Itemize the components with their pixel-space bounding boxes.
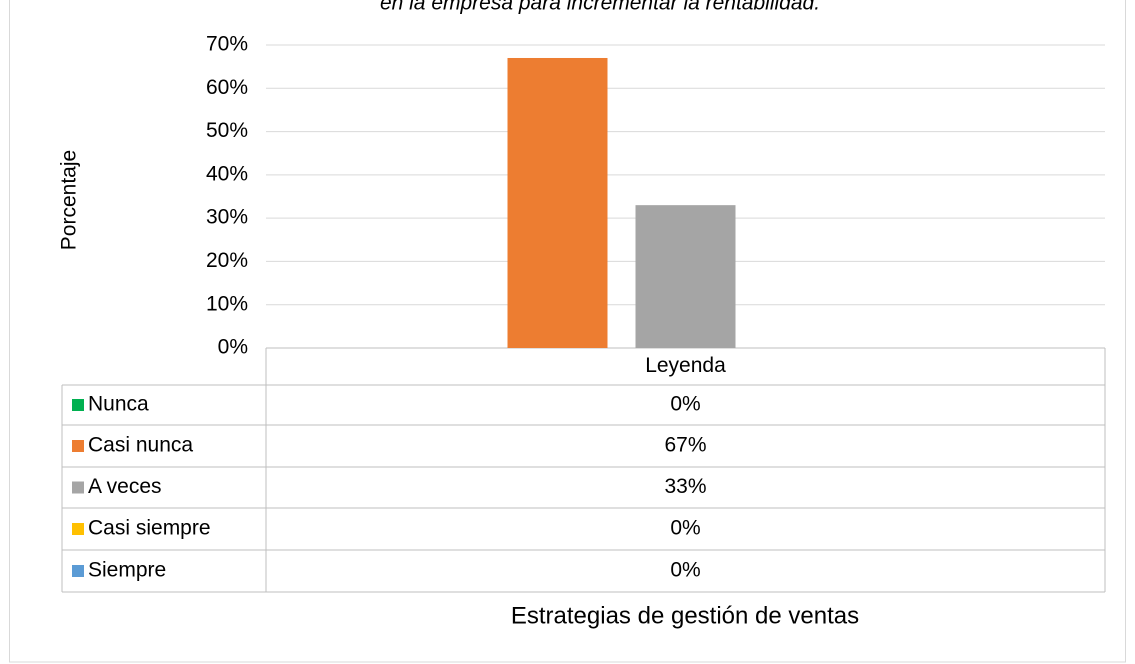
y-tick-label: 70%: [206, 33, 248, 56]
x-tick-label: Leyenda: [645, 354, 726, 377]
legend-label: A veces: [88, 475, 162, 498]
y-tick-label: 50%: [206, 119, 248, 142]
data-label: 33%: [664, 475, 706, 498]
legend-swatch: [72, 481, 84, 494]
y-tick-label: 0%: [218, 336, 248, 359]
legend-swatch: [72, 565, 84, 577]
bar: [507, 57, 608, 348]
data-label: 0%: [670, 517, 700, 540]
y-tick-label: 20%: [206, 249, 248, 272]
y-tick-label: 60%: [206, 76, 248, 99]
bar: [635, 205, 736, 348]
y-tick-label: 30%: [206, 206, 248, 229]
legend-label: Casi siempre: [88, 517, 211, 540]
data-label: 0%: [670, 393, 700, 416]
data-label: 0%: [670, 559, 700, 582]
legend-swatch: [72, 523, 84, 535]
legend-label: Siempre: [88, 559, 166, 582]
x-axis-label: Estrategias de gestión de ventas: [511, 602, 859, 629]
legend-swatch: [72, 399, 84, 411]
y-tick-label: 40%: [206, 162, 248, 185]
chart-title: en la empresa para incrementar la rentab…: [380, 0, 820, 15]
legend-swatch: [72, 440, 84, 452]
y-axis-label: Porcentaje: [58, 150, 81, 250]
data-label: 67%: [664, 434, 706, 457]
y-tick-label: 10%: [206, 292, 248, 315]
legend-label: Casi nunca: [88, 434, 193, 457]
legend-label: Nunca: [88, 393, 149, 416]
